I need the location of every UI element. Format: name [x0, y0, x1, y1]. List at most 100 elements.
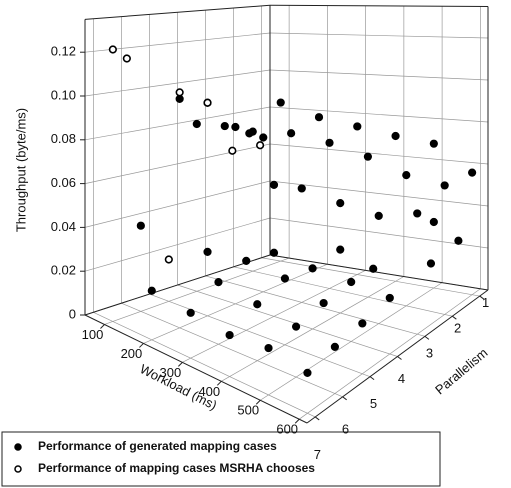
data-point [325, 138, 334, 147]
tick-mark [479, 295, 485, 300]
data-point [319, 298, 328, 308]
grid-line [84, 180, 271, 228]
data-point [363, 152, 373, 161]
data-point [259, 133, 268, 142]
data-point [203, 247, 212, 257]
y-axis-title: Parallelism [432, 345, 490, 397]
axis-edge [269, 254, 489, 291]
x-tick-label: 100 [82, 327, 104, 342]
data-point [248, 127, 257, 136]
tick-mark [424, 335, 430, 340]
grid-line [84, 106, 271, 141]
data-point [276, 98, 285, 107]
tick-mark [100, 324, 105, 329]
data-point [391, 131, 400, 141]
data-point [429, 217, 438, 227]
data-point [253, 300, 262, 309]
z-tick-label: 0.10 [51, 87, 76, 102]
data-point [214, 278, 223, 287]
grid-line [205, 275, 426, 337]
legend-label: Performance of mapping cases MSRHA choos… [38, 461, 315, 475]
tick-mark [255, 399, 261, 405]
data-point [287, 129, 296, 138]
data-point [225, 330, 234, 340]
data-point [108, 45, 117, 54]
data-point [136, 221, 145, 230]
axis-edge [269, 4, 489, 7]
data-point [385, 293, 394, 303]
tick-mark [294, 418, 300, 424]
data-point [264, 343, 273, 353]
y-tick-label: 3 [426, 346, 433, 361]
data-point [147, 286, 156, 295]
legend-box [1, 431, 441, 487]
y-tick-label: 6 [342, 422, 349, 437]
grid-line [269, 106, 489, 123]
data-point [429, 139, 438, 148]
data-point [122, 54, 131, 63]
x-tick-label: 400 [198, 384, 220, 399]
grid-line [93, 311, 316, 418]
data-point [336, 245, 345, 254]
data-point [164, 255, 173, 264]
y-tick-label: 7 [314, 447, 321, 462]
x-tick-label: 200 [121, 346, 143, 361]
x-tick-label: 600 [276, 422, 298, 437]
tick-mark [397, 356, 402, 360]
data-point [175, 88, 184, 97]
data-point [347, 277, 356, 287]
data-point [308, 264, 317, 273]
legend-marker [14, 465, 22, 473]
data-point [353, 122, 362, 131]
tick-mark [342, 396, 347, 401]
grid-line [233, 266, 453, 317]
data-point [186, 308, 195, 317]
data-point [220, 121, 229, 131]
legend-label: Performance of generated mapping cases [38, 439, 277, 453]
axis-edge [84, 314, 308, 424]
x-tick-label: 300 [160, 365, 182, 380]
z-tick-label: 0.02 [51, 263, 76, 278]
tick-mark [178, 362, 183, 367]
data-point [303, 368, 312, 377]
data-point [203, 98, 212, 107]
grid-line [177, 284, 398, 357]
grid-line [261, 257, 480, 297]
z-tick-label: 0 [69, 306, 76, 321]
grid-line [121, 302, 343, 398]
y-tick-label: 1 [482, 295, 489, 310]
data-point [330, 342, 339, 351]
legend-marker [14, 443, 22, 451]
data-point [192, 119, 201, 129]
data-point [440, 181, 449, 190]
z-axis-title: Throughput (byte/ms) [13, 108, 28, 232]
z-tick-label: 0.04 [51, 219, 76, 234]
data-point [269, 248, 279, 257]
z-tick-label: 0.06 [51, 175, 76, 190]
tick-mark [452, 315, 457, 320]
tick-mark [216, 380, 222, 386]
data-point [297, 184, 306, 193]
data-point [314, 113, 324, 122]
x-tick-label: 500 [237, 403, 259, 418]
data-point [468, 168, 477, 177]
z-tick-label: 0.12 [51, 44, 76, 59]
grid-line [269, 143, 489, 165]
data-point [454, 236, 463, 245]
data-point [369, 264, 378, 273]
data-point [175, 94, 184, 103]
y-tick-label: 4 [398, 371, 405, 386]
grid-line [269, 32, 489, 39]
tick-mark [369, 376, 375, 381]
data-point [358, 319, 367, 328]
y-tick-label: 2 [454, 320, 461, 335]
grid-line [269, 217, 489, 249]
data-point [426, 259, 436, 268]
axis-edge [84, 4, 271, 20]
z-tick-label: 0.08 [51, 131, 76, 146]
data-point [228, 146, 237, 155]
data-point [336, 199, 345, 208]
data-point [256, 141, 265, 150]
